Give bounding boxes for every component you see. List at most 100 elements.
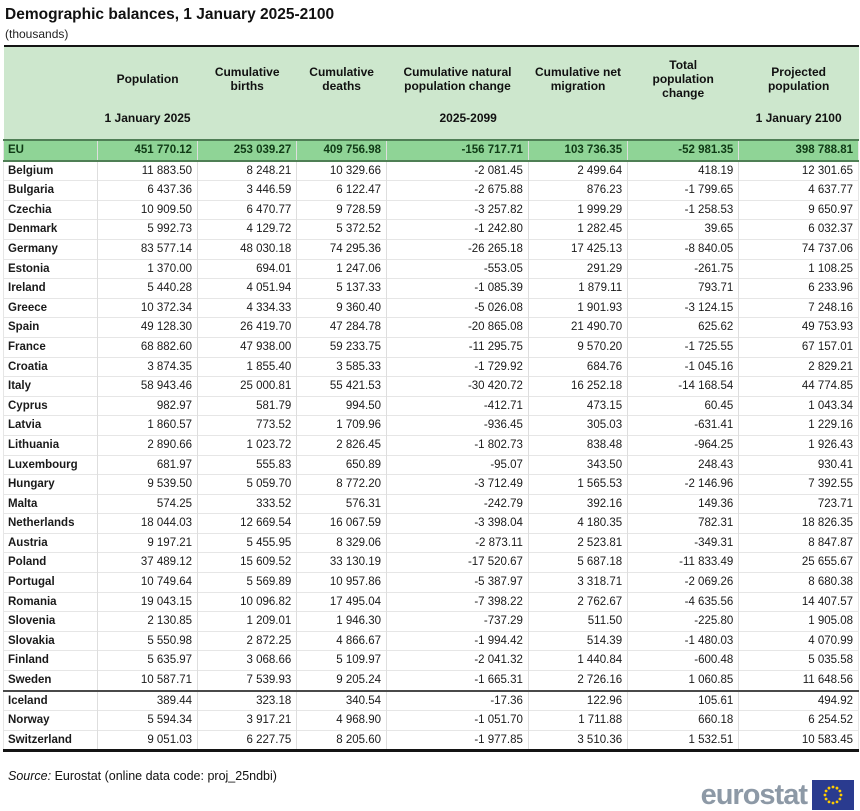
table-row: Sweden 10 587.71 7 539.93 9 205.24 -1 665.31… (2, 670, 859, 691)
value-cell: 8 847.87 (738, 532, 859, 553)
table-row: Poland 37 489.12 15 609.52 33 130.19 -17 520… (2, 552, 859, 573)
value-cell: 494.92 (738, 689, 859, 711)
table-row: Estonia 1 370.00 694.01 1 247.06 -553.05 291.… (2, 258, 859, 279)
table-row: Portugal 10 749.64 5 569.89 10 957.86 -5 387… (2, 572, 859, 593)
value-cell: 838.48 (527, 434, 628, 455)
col-header-cumulative-deaths: Cumulative deaths (309, 65, 374, 93)
country-cell: Denmark (2, 219, 98, 240)
value-cell: 25 000.81 (197, 376, 297, 397)
value-cell: 2 762.67 (527, 591, 628, 612)
value-cell: 409 756.98 (296, 140, 387, 162)
value-cell: 48 030.18 (197, 238, 297, 260)
value-cell: -156 717.71 (386, 140, 529, 162)
period-1-january-2025: 1 January 2025 (104, 111, 191, 125)
table-row: Latvia 1 860.57 773.52 1 709.96 -936.45 305.0… (2, 415, 859, 436)
country-cell: Latvia (2, 415, 98, 436)
value-cell: 10 587.71 (97, 670, 198, 691)
value-cell: 1 565.53 (527, 474, 628, 495)
table-header: Population Cumulative births Cumulative … (3, 46, 859, 140)
value-cell: 6 437.36 (97, 180, 198, 201)
value-cell: -1 725.55 (627, 336, 739, 358)
value-cell: 9 539.50 (97, 474, 198, 495)
value-cell: -5 026.08 (386, 297, 529, 318)
value-cell: 6 032.37 (738, 219, 859, 240)
value-cell: -225.80 (627, 611, 739, 632)
value-cell: 49 753.93 (738, 317, 859, 338)
value-cell: 18 044.03 (97, 513, 198, 534)
table-row: Netherlands 18 044.03 12 669.54 16 067.59 -3… (2, 513, 859, 534)
country-column-header (4, 46, 98, 105)
page: Demographic balances, 1 January 2025-210… (2, 6, 859, 810)
value-cell: 47 284.78 (296, 317, 387, 338)
value-cell: 333.52 (197, 493, 297, 514)
value-cell: 2 499.64 (527, 160, 628, 181)
value-cell: -2 873.11 (386, 532, 529, 553)
value-cell: 681.97 (97, 454, 198, 475)
table-row: Switzerland 9 051.03 6 227.75 8 205.60 -1 97… (2, 729, 859, 753)
value-cell: 122.96 (527, 689, 628, 711)
country-cell: Bulgaria (2, 180, 98, 201)
value-cell: 3 585.33 (296, 356, 387, 377)
value-cell: 9 360.40 (296, 297, 387, 318)
value-cell: 21 490.70 (527, 317, 628, 338)
value-cell: 9 051.03 (97, 729, 198, 753)
value-cell: 5 059.70 (197, 474, 297, 495)
value-cell: 103 736.35 (527, 140, 628, 162)
value-cell: 5 109.97 (296, 650, 387, 671)
value-cell: 994.50 (296, 395, 387, 416)
value-cell: 4 334.33 (197, 297, 297, 318)
value-cell: 1 946.30 (296, 611, 387, 632)
value-cell: 83 577.14 (97, 238, 198, 260)
value-cell: 4 070.99 (738, 630, 859, 651)
value-cell: -1 994.42 (386, 630, 529, 651)
value-cell: 5 635.97 (97, 650, 198, 671)
value-cell: -2 081.45 (386, 160, 529, 181)
column-header-row: Population Cumulative births Cumulative … (4, 46, 859, 105)
eurostat-logo: eurostat (701, 780, 854, 810)
value-cell: -1 799.65 (627, 180, 739, 201)
value-cell: 3 510.36 (527, 729, 628, 753)
unit-note: (thousands) (5, 27, 69, 41)
value-cell: 5 137.33 (296, 278, 387, 299)
value-cell: -95.07 (386, 454, 529, 475)
table-row: Norway 5 594.34 3 917.21 4 968.90 -1 051.70 1… (2, 710, 859, 731)
value-cell: 10 749.64 (97, 572, 198, 593)
value-cell: 9 728.59 (296, 199, 387, 220)
value-cell: 1 440.84 (527, 650, 628, 671)
value-cell: 574.25 (97, 493, 198, 514)
table-row: Malta 574.25 333.52 576.31 -242.79 392.16 149.… (2, 493, 859, 514)
value-cell: 3 318.71 (527, 572, 628, 593)
value-cell: 650.89 (296, 454, 387, 475)
table-row: Croatia 3 874.35 1 855.40 3 585.33 -1 729.92… (2, 356, 859, 377)
value-cell: -3 124.15 (627, 297, 739, 318)
country-cell: Spain (2, 317, 98, 338)
value-cell: 16 067.59 (296, 513, 387, 534)
col-header-projected-population: Projected population (767, 65, 830, 93)
value-cell: 4 866.67 (296, 630, 387, 651)
value-cell: -52 981.35 (627, 140, 739, 162)
value-cell: 2 872.25 (197, 630, 297, 651)
value-cell: 1 905.08 (738, 611, 859, 632)
value-cell: 451 770.12 (97, 140, 198, 162)
value-cell: -3 257.82 (386, 199, 529, 220)
value-cell: 343.50 (527, 454, 628, 475)
country-cell: Croatia (2, 356, 98, 377)
table-row: Spain 49 128.30 26 419.70 47 284.78 -20 865.… (2, 317, 859, 338)
table-row: Hungary 9 539.50 5 059.70 8 772.20 -3 712.49… (2, 474, 859, 495)
value-cell: 323.18 (197, 689, 297, 711)
table-row: Cyprus 982.97 581.79 994.50 -412.71 473.15 60.… (2, 395, 859, 416)
source-label: Source: (8, 769, 52, 784)
country-cell: France (2, 336, 98, 358)
value-cell: 389.44 (97, 689, 198, 711)
value-cell: 2 726.16 (527, 670, 628, 691)
value-cell: 6 470.77 (197, 199, 297, 220)
value-cell: 291.29 (527, 258, 628, 279)
value-cell: -261.75 (627, 258, 739, 279)
value-cell: 12 301.65 (738, 160, 859, 181)
value-cell: 8 772.20 (296, 474, 387, 495)
value-cell: 10 096.82 (197, 591, 297, 612)
value-cell: 14 407.57 (738, 591, 859, 612)
country-cell: Czechia (2, 199, 98, 220)
table-row: Czechia 10 909.50 6 470.77 9 728.59 -3 257.8… (2, 199, 859, 220)
value-cell: 8 205.60 (296, 729, 387, 753)
